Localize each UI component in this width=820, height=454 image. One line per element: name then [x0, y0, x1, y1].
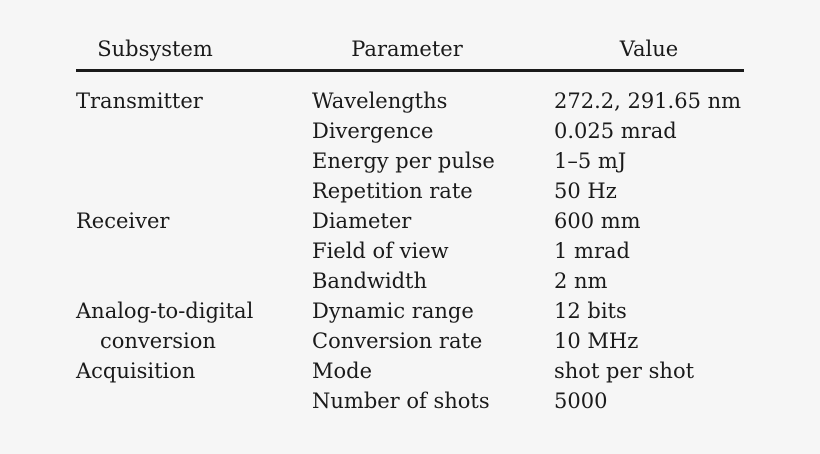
- cell-parameter: Wavelengths: [312, 89, 448, 113]
- cell-parameter: Bandwidth: [312, 269, 428, 293]
- cell-value: 50 Hz: [554, 179, 617, 203]
- cell-parameter: Field of view: [312, 239, 449, 263]
- cell-subsystem: Receiver: [76, 209, 170, 233]
- table-row: Acquisition Mode shot per shot: [76, 356, 744, 386]
- cell-parameter: Conversion rate: [312, 329, 483, 353]
- table-row: Divergence 0.025 mrad: [76, 116, 744, 146]
- header-subsystem: Subsystem: [97, 37, 213, 61]
- cell-parameter: Dynamic range: [312, 299, 474, 323]
- cell-value: 1–5 mJ: [554, 149, 627, 173]
- table-row: Bandwidth 2 nm: [76, 266, 744, 296]
- cell-value: 12 bits: [554, 299, 627, 323]
- table-row: Field of view 1 mrad: [76, 236, 744, 266]
- cell-parameter: Divergence: [312, 119, 434, 143]
- cell-parameter: Energy per pulse: [312, 149, 495, 173]
- table-row: Analog-to-digital Dynamic range 12 bits: [76, 296, 744, 326]
- cell-value: 2 nm: [554, 269, 608, 293]
- cell-value: 600 mm: [554, 209, 641, 233]
- cell-subsystem: Transmitter: [76, 89, 203, 113]
- table-header-row: Subsystem Parameter Value: [76, 34, 744, 68]
- header-rule: [76, 69, 744, 72]
- table-row: Receiver Diameter 600 mm: [76, 206, 744, 236]
- header-value: Value: [619, 37, 679, 61]
- cell-parameter: Number of shots: [312, 389, 490, 413]
- cell-value: shot per shot: [554, 359, 695, 383]
- parameters-table: Subsystem Parameter Value Transmitter Wa…: [76, 34, 744, 413]
- cell-subsystem: Analog-to-digital: [76, 299, 254, 323]
- table-row: Energy per pulse 1–5 mJ: [76, 146, 744, 176]
- cell-subsystem: Acquisition: [76, 359, 196, 383]
- cell-parameter: Repetition rate: [312, 179, 473, 203]
- cell-value: 272.2, 291.65 nm: [554, 89, 742, 113]
- header-parameter: Parameter: [351, 37, 463, 61]
- table-row: Transmitter Wavelengths 272.2, 291.65 nm: [76, 86, 744, 116]
- cell-parameter: Diameter: [312, 209, 412, 233]
- cell-value: 5000: [554, 389, 608, 413]
- table-row: Number of shots 5000: [76, 386, 744, 416]
- cell-value: 0.025 mrad: [554, 119, 677, 143]
- cell-value: 1 mrad: [554, 239, 630, 263]
- table-row: conversion Conversion rate 10 MHz: [76, 326, 744, 356]
- cell-value: 10 MHz: [554, 329, 639, 353]
- cell-subsystem: conversion: [100, 329, 216, 353]
- table-row: Repetition rate 50 Hz: [76, 176, 744, 206]
- cell-parameter: Mode: [312, 359, 373, 383]
- table-body: Transmitter Wavelengths 272.2, 291.65 nm…: [76, 86, 744, 416]
